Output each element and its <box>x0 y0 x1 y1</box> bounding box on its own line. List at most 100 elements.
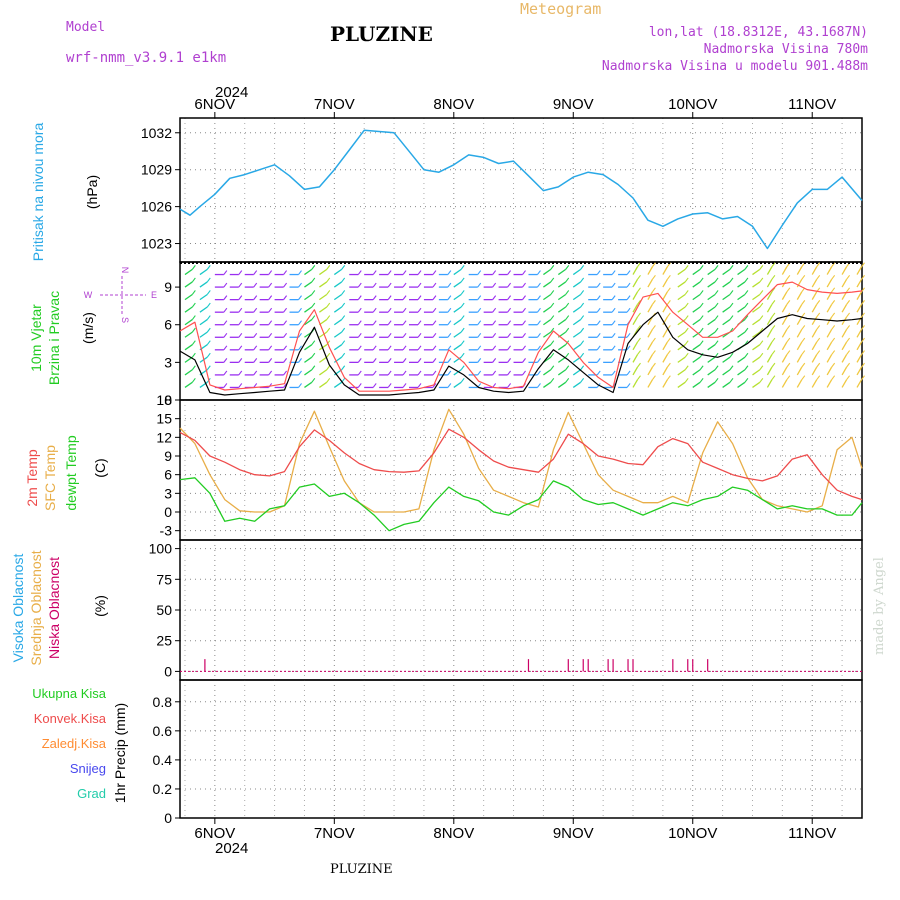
wind-barb <box>199 306 208 313</box>
wind-barb-flag <box>550 340 555 345</box>
day-label-bottom: 8NOV <box>433 825 474 842</box>
wind-barb-flag <box>565 340 570 345</box>
wind-barb-flag <box>326 365 331 371</box>
wind-barb-flag <box>507 270 512 275</box>
wind-barb-flag <box>283 295 288 300</box>
y-tick-label: 0 <box>164 663 172 679</box>
wind-barb <box>692 293 701 301</box>
wind-barb-flag <box>611 307 616 313</box>
wind-barb <box>304 293 313 301</box>
wind-barb-flag <box>684 340 689 345</box>
wind-barb-flag <box>611 345 616 351</box>
wind-barb <box>647 304 654 313</box>
wind-barb <box>811 291 818 300</box>
wind-barb <box>662 304 668 313</box>
wind-barb-flag <box>432 370 437 376</box>
wind-barb-flag <box>714 377 719 383</box>
wind-barb-flag <box>372 320 377 326</box>
wind-barb <box>841 329 848 338</box>
wind-barb-flag <box>846 350 851 355</box>
day-label-top: 8NOV <box>433 96 474 113</box>
pressure-unit: (hPa) <box>84 174 100 210</box>
model-label: Model <box>66 20 106 35</box>
wind-barb <box>453 356 462 363</box>
wind-barb <box>304 344 313 351</box>
wind-barb-flag <box>565 352 570 358</box>
wind-barb-flag <box>206 265 211 270</box>
wind-barb-flag <box>311 340 316 345</box>
day-label-top: 11NOV <box>788 96 836 113</box>
wind-barb-flag <box>831 325 836 330</box>
wind-barb <box>677 306 686 313</box>
wind-barb-flag <box>626 282 631 288</box>
wind-barb-flag <box>417 307 422 313</box>
wind-barb <box>692 344 701 351</box>
wind-barb-flag <box>626 358 631 363</box>
wind-barb <box>184 268 193 276</box>
wind-barb-flag <box>372 295 377 300</box>
wind-barb-flag <box>580 365 585 371</box>
wind-barb-flag <box>238 320 243 326</box>
wind-barb <box>811 329 818 338</box>
wind-barb <box>632 354 639 363</box>
wind-barb-flag <box>861 375 865 380</box>
precip-conv-label: Konvek.Kisa <box>33 711 106 726</box>
wind-barb-flag <box>626 307 631 313</box>
wind-barb <box>662 341 668 351</box>
wind-barb <box>841 278 848 288</box>
wind-barb-flag <box>477 345 482 351</box>
wind-barb <box>722 356 731 363</box>
wind-barb <box>662 316 668 326</box>
wind-barb <box>856 316 863 326</box>
wind-barb-flag <box>786 262 791 268</box>
wind-barb-flag <box>759 265 764 270</box>
wind-barb-flag <box>565 327 570 333</box>
footer-location: PLUZINE <box>330 862 393 877</box>
wind-barb-flag <box>223 270 228 275</box>
wind-barb-flag <box>341 290 346 295</box>
wind-barb-flag <box>816 337 821 343</box>
wind-barb <box>811 266 818 275</box>
wind-barb-flag <box>522 332 526 338</box>
wind-barb <box>766 366 773 376</box>
y-tick-label: 1032 <box>141 125 172 141</box>
wind-barb-flag <box>831 350 836 355</box>
wind-barb-flag <box>684 327 689 333</box>
wind-barb-flag <box>537 320 541 326</box>
wind-barb <box>707 381 716 388</box>
wind-barb-flag <box>432 270 437 275</box>
wind-barb-flag <box>666 350 671 355</box>
wind-barb-flag <box>311 352 316 358</box>
wind-barb <box>737 319 746 326</box>
wind-barb <box>319 369 328 376</box>
wind-barb-flag <box>550 277 555 283</box>
wind-barb-flag <box>387 282 392 288</box>
wind-barb <box>333 356 343 363</box>
wind-barb <box>841 304 848 313</box>
wind-barb-flag <box>387 320 392 326</box>
wind-barb-flag <box>341 315 346 320</box>
wind-barb-flag <box>477 370 482 376</box>
wind-barb <box>737 331 746 338</box>
wind-barb-flag <box>191 265 196 270</box>
wind-barb-flag <box>298 320 302 326</box>
y-tick-label: 6 <box>164 317 172 333</box>
wind-barb <box>722 306 731 313</box>
wind-barb-flag <box>253 358 258 363</box>
wind-barb-flag <box>786 362 791 368</box>
wind-barb-flag <box>550 302 555 308</box>
wind-barb <box>572 268 582 276</box>
wind-barb-flag <box>402 383 407 388</box>
wind-barb-flag <box>771 325 776 330</box>
wind-barb <box>632 266 639 275</box>
wind-barb-flag <box>666 262 671 268</box>
wind-barb-flag <box>507 320 512 326</box>
wind-barb <box>304 331 313 338</box>
wind-barb-flag <box>507 307 512 313</box>
wind-barb <box>766 266 773 275</box>
wind-barb-flag <box>357 332 362 338</box>
wind-barb-flag <box>283 345 288 351</box>
wind-barb-flag <box>666 300 671 305</box>
compass-s-icon: S <box>120 317 130 323</box>
wind-barb-flag <box>801 350 806 355</box>
